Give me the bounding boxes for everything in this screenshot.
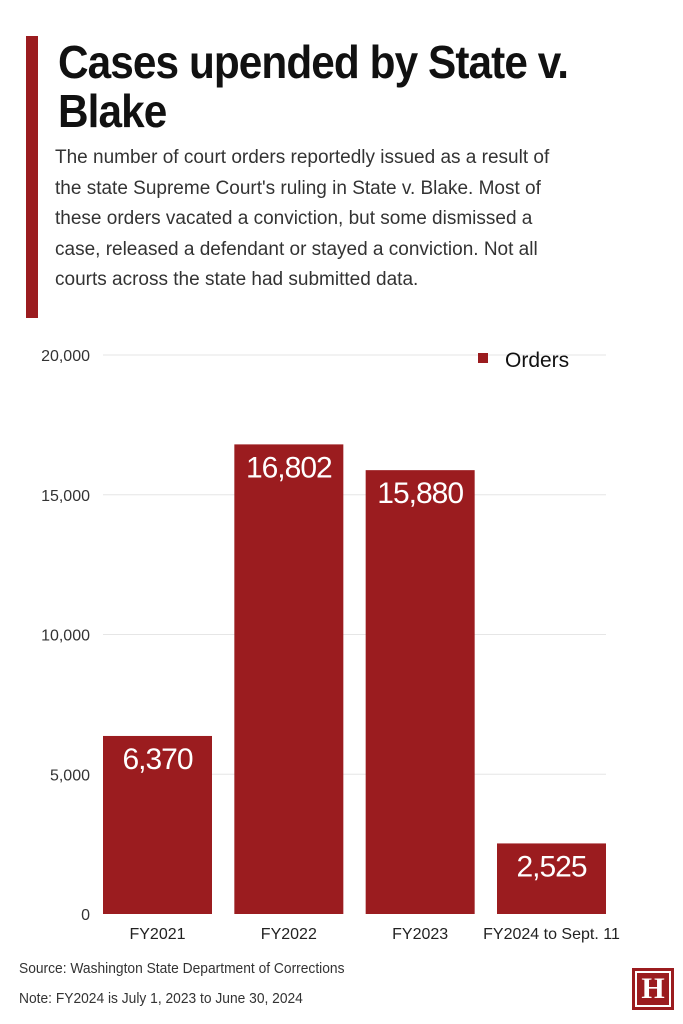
x-tick-label: FY2021: [129, 926, 185, 943]
x-tick-label: FY2024 to Sept. 11: [483, 926, 620, 943]
data-labels: 6,370 16,802 15,880 2,525: [122, 451, 587, 883]
data-label: 6,370: [122, 743, 192, 776]
x-axis-labels: FY2021 FY2022 FY2023 FY2024 to Sept. 11: [129, 926, 619, 943]
bar-fy2024-to-sept-11: [497, 843, 606, 914]
bar-chart: 0 5,000 10,000 15,000 20,000 6,370 16,802 15,8…: [41, 348, 620, 943]
chart-title: Cases upended by State v. Blake: [58, 36, 569, 137]
legend: Orders: [478, 349, 569, 372]
bars: [103, 444, 606, 914]
y-tick-label: 5,000: [50, 767, 90, 784]
chart-subtitle: The number of court orders reportedly is…: [55, 147, 550, 290]
legend-label: Orders: [505, 349, 569, 372]
y-axis-labels: 0 5,000 10,000 15,000 20,000: [41, 348, 90, 924]
logo-letter: H: [635, 971, 671, 1007]
x-tick-label: FY2023: [392, 926, 448, 943]
bar-fy2021: [103, 735, 212, 914]
y-tick-label: 20,000: [41, 348, 90, 365]
y-tick-label: 10,000: [41, 628, 90, 645]
data-label: 16,802: [246, 451, 332, 484]
gridlines: [103, 354, 606, 775]
publisher-logo: H: [632, 968, 674, 1010]
y-tick-label: 0: [81, 907, 90, 924]
bar-fy2022: [234, 444, 344, 914]
data-label: 15,880: [377, 477, 463, 510]
bar-fy2023: [365, 470, 475, 914]
data-label: 2,525: [516, 850, 586, 883]
x-tick-label: FY2022: [261, 926, 317, 943]
source-note: Source: Washington State Department of C…: [19, 960, 345, 977]
footnote: Note: FY2024 is July 1, 2023 to June 30,…: [19, 990, 303, 1007]
title-accent-bar: [26, 36, 38, 318]
legend-swatch: [478, 353, 488, 363]
y-tick-label: 15,000: [41, 488, 90, 505]
